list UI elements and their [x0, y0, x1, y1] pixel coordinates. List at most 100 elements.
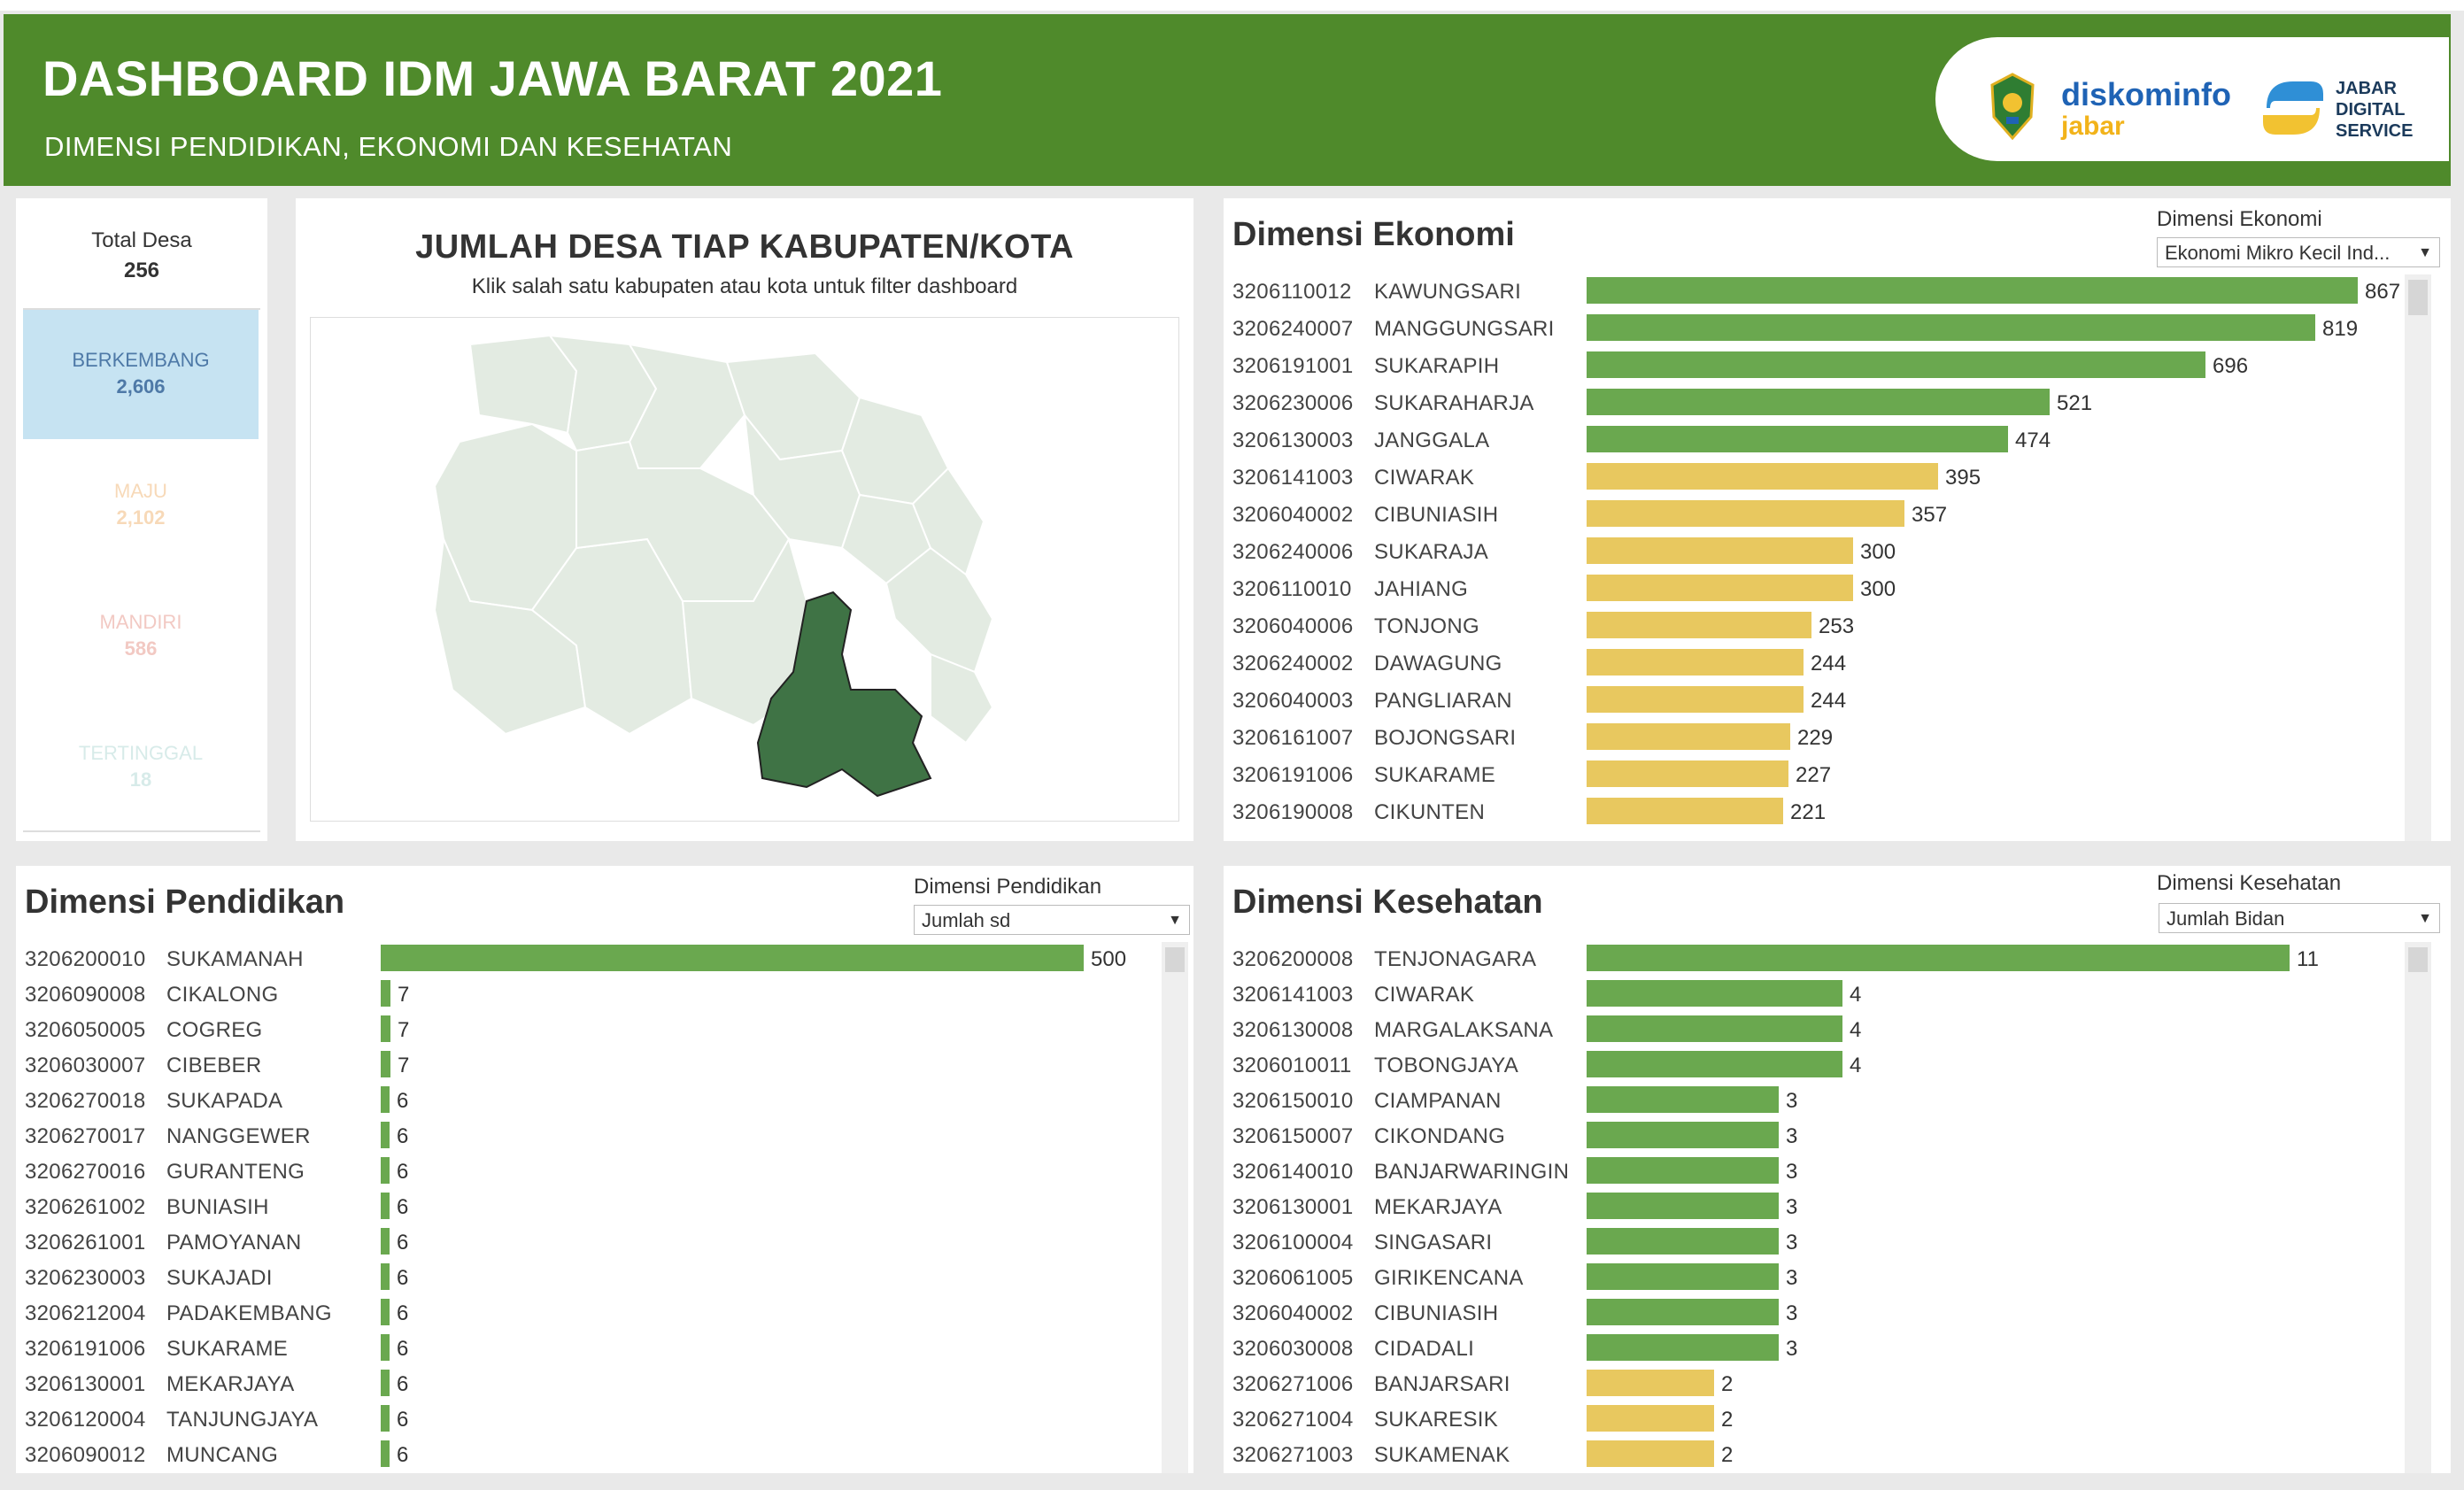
bar-row[interactable]: 3206090012 MUNCANG 6: [25, 1438, 1167, 1473]
bar-row[interactable]: 3206140010 BANJARWARINGIN 3: [1232, 1154, 2401, 1190]
bar-row[interactable]: 3206261001 PAMOYANAN 6: [25, 1225, 1167, 1261]
bar[interactable]: [1587, 351, 2205, 378]
bar[interactable]: [1587, 798, 1783, 824]
bar-row[interactable]: 3206040006 TONJONG 253: [1232, 609, 2401, 645]
bar-row[interactable]: 3206190008 CIKUNTEN 221: [1232, 795, 2401, 830]
bar[interactable]: [1587, 389, 2050, 415]
bar-row[interactable]: 3206090008 CIKALONG 7: [25, 977, 1167, 1013]
bar-row[interactable]: 3206150010 CIAMPANAN 3: [1232, 1084, 2401, 1119]
bar[interactable]: [381, 1299, 390, 1325]
map-region-sumedang[interactable]: [743, 412, 861, 550]
scroll-thumb[interactable]: [2408, 947, 2428, 972]
bar-row[interactable]: 3206010011 TOBONGJAYA 4: [1232, 1048, 2401, 1084]
bar[interactable]: [1587, 463, 1938, 490]
bar-row[interactable]: 3206161007 BOJONGSARI 229: [1232, 721, 2401, 756]
bar-row[interactable]: 3206191006 SUKARAME 6: [25, 1332, 1167, 1367]
bar[interactable]: [1587, 426, 2008, 452]
bar-row[interactable]: 3206130003 JANGGALA 474: [1232, 423, 2401, 459]
bar-row[interactable]: 3206040002 CIBUNIASIH 357: [1232, 498, 2401, 533]
kpi-maju[interactable]: MAJU 2,102: [23, 441, 259, 570]
bar[interactable]: [1587, 500, 1904, 527]
bar-row[interactable]: 3206230006 SUKARAHARJA 521: [1232, 386, 2401, 421]
map-region-tasikmalaya-selected[interactable]: [756, 591, 932, 798]
bar[interactable]: [381, 1051, 390, 1077]
bar[interactable]: [381, 980, 390, 1007]
bar[interactable]: [1587, 760, 1788, 787]
bar-row[interactable]: 3206200010 SUKAMANAH 500: [25, 942, 1167, 977]
bar[interactable]: [381, 1015, 390, 1042]
bar[interactable]: [1587, 686, 1804, 713]
pendidikan-dropdown[interactable]: Jumlah sd ▼: [914, 905, 1190, 935]
bar[interactable]: [381, 1193, 390, 1219]
bar-row[interactable]: 3206130001 MEKARJAYA 6: [25, 1367, 1167, 1402]
bar-row[interactable]: 3206120004 TANJUNGJAYA 6: [25, 1402, 1167, 1438]
bar[interactable]: [381, 1122, 390, 1148]
kpi-mandiri[interactable]: MANDIRI 586: [23, 572, 259, 701]
pendidikan-scrollbar[interactable]: [1162, 942, 1188, 1473]
west-java-map[interactable]: [310, 317, 1179, 822]
kpi-berkembang[interactable]: BERKEMBANG 2,606: [23, 310, 259, 439]
bar-row[interactable]: 3206040002 CIBUNIASIH 3: [1232, 1296, 2401, 1332]
ekonomi-dropdown[interactable]: Ekonomi Mikro Kecil Ind... ▼: [2157, 237, 2440, 267]
bar[interactable]: [1587, 1015, 1842, 1042]
bar-row[interactable]: 3206240007 MANGGUNGSARI 819: [1232, 312, 2401, 347]
bar[interactable]: [1587, 277, 2358, 304]
bar[interactable]: [1587, 537, 1853, 564]
bar[interactable]: [1587, 1157, 1779, 1184]
bar-row[interactable]: 3206212004 PADAKEMBANG 6: [25, 1296, 1167, 1332]
bar-row[interactable]: 3206061005 GIRIKENCANA 3: [1232, 1261, 2401, 1296]
bar[interactable]: [381, 1440, 390, 1467]
bar-row[interactable]: 3206130008 MARGALAKSANA 4: [1232, 1013, 2401, 1048]
bar[interactable]: [1587, 1122, 1779, 1148]
bar-row[interactable]: 3206270017 NANGGEWER 6: [25, 1119, 1167, 1154]
bar[interactable]: [1587, 1086, 1779, 1113]
bar-row[interactable]: 3206271003 SUKAMENAK 2: [1232, 1438, 2401, 1473]
bar[interactable]: [1587, 1193, 1779, 1219]
bar-row[interactable]: 3206270018 SUKAPADA 6: [25, 1084, 1167, 1119]
bar-row[interactable]: 3206271004 SUKARESIK 2: [1232, 1402, 2401, 1438]
bar-row[interactable]: 3206110010 JAHIANG 300: [1232, 572, 2401, 607]
bar[interactable]: [381, 1334, 390, 1361]
bar[interactable]: [1587, 1263, 1779, 1290]
bar-row[interactable]: 3206150007 CIKONDANG 3: [1232, 1119, 2401, 1154]
bar[interactable]: [1587, 945, 2290, 971]
bar[interactable]: [1587, 612, 1811, 638]
bar[interactable]: [1587, 1228, 1779, 1255]
bar[interactable]: [1587, 1299, 1779, 1325]
bar[interactable]: [1587, 649, 1804, 676]
bar[interactable]: [1587, 314, 2315, 341]
kesehatan-scrollbar[interactable]: [2405, 942, 2431, 1473]
bar[interactable]: [381, 1157, 390, 1184]
bar[interactable]: [1587, 1051, 1842, 1077]
bar[interactable]: [381, 1405, 390, 1432]
bar-row[interactable]: 3206191001 SUKARAPIH 696: [1232, 349, 2401, 384]
bar-row[interactable]: 3206100004 SINGASARI 3: [1232, 1225, 2401, 1261]
bar-row[interactable]: 3206141003 CIWARAK 395: [1232, 460, 2401, 496]
bar-row[interactable]: 3206050005 COGREG 7: [25, 1013, 1167, 1048]
map-region-indramayu[interactable]: [725, 351, 861, 461]
bar-row[interactable]: 3206230003 SUKAJADI 6: [25, 1261, 1167, 1296]
bar[interactable]: [381, 1263, 390, 1290]
bar[interactable]: [381, 945, 1084, 971]
bar-row[interactable]: 3206271006 BANJARSARI 2: [1232, 1367, 2401, 1402]
kesehatan-dropdown[interactable]: Jumlah Bidan ▼: [2159, 903, 2440, 933]
bar[interactable]: [1587, 723, 1790, 750]
bar[interactable]: [1587, 1370, 1714, 1396]
bar-row[interactable]: 3206030007 CIBEBER 7: [25, 1048, 1167, 1084]
bar-row[interactable]: 3206040003 PANGLIARAN 244: [1232, 683, 2401, 719]
bar-row[interactable]: 3206110012 KAWUNGSARI 867: [1232, 274, 2401, 310]
scroll-thumb[interactable]: [2408, 280, 2428, 315]
map-region-ciamis[interactable]: [884, 546, 994, 674]
bar-row[interactable]: 3206130001 MEKARJAYA 3: [1232, 1190, 2401, 1225]
bar[interactable]: [1587, 1405, 1714, 1432]
scroll-thumb[interactable]: [1165, 947, 1185, 972]
bar[interactable]: [381, 1370, 390, 1396]
bar-row[interactable]: 3206270016 GURANTENG 6: [25, 1154, 1167, 1190]
bar[interactable]: [1587, 1440, 1714, 1467]
bar-row[interactable]: 3206240002 DAWAGUNG 244: [1232, 646, 2401, 682]
map-region-pangandaran[interactable]: [930, 652, 994, 745]
bar-row[interactable]: 3206191006 SUKARAME 227: [1232, 758, 2401, 793]
bar[interactable]: [1587, 575, 1853, 601]
bar-row[interactable]: 3206141003 CIWARAK 4: [1232, 977, 2401, 1013]
bar[interactable]: [1587, 1334, 1779, 1361]
